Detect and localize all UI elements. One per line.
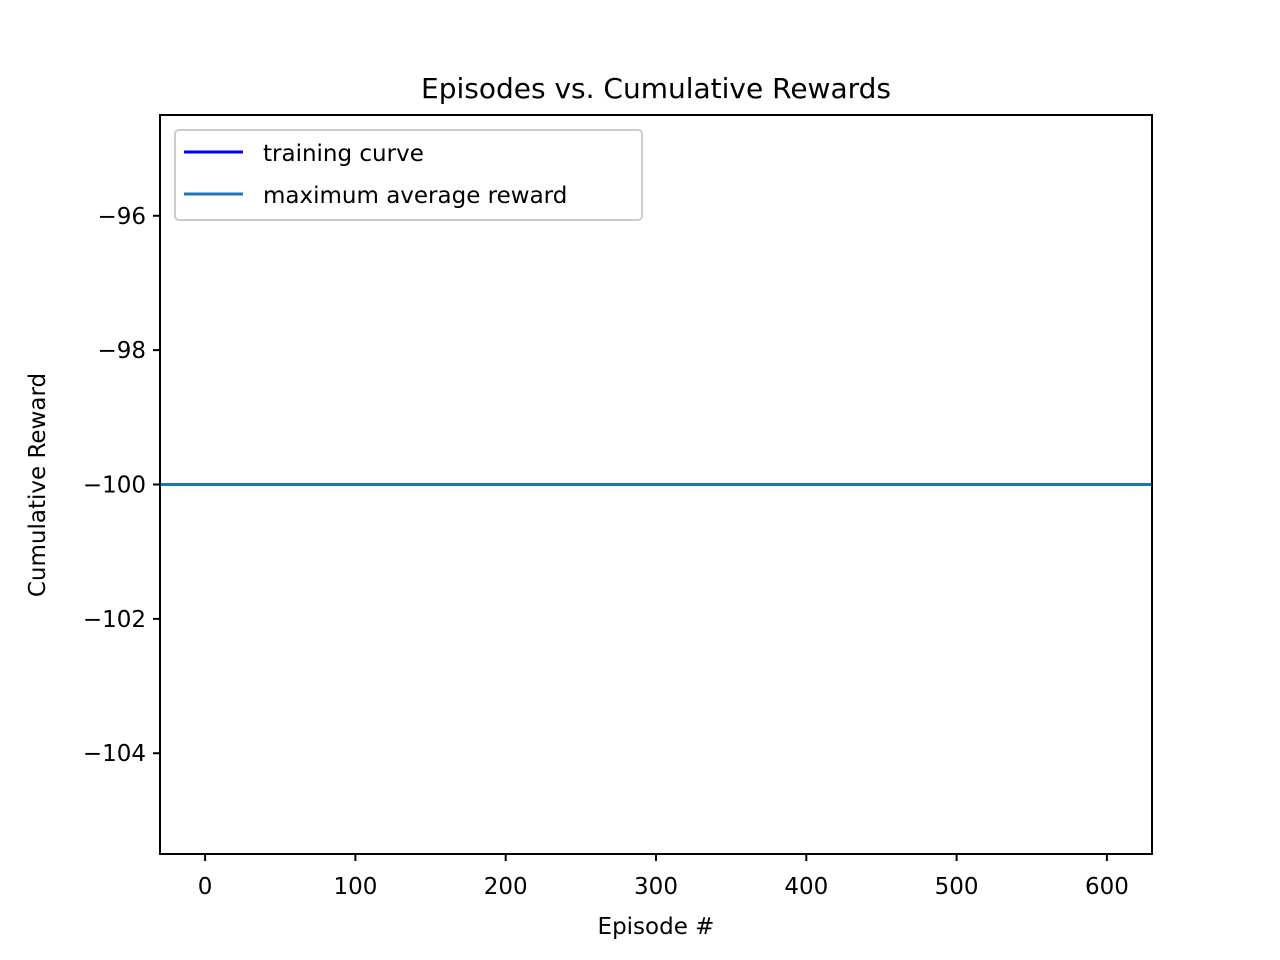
x-tick-label: 300	[634, 874, 678, 900]
x-tick-label: 200	[484, 874, 528, 900]
y-axis-label: Cumulative Reward	[25, 373, 51, 597]
x-tick-label: 600	[1085, 874, 1129, 900]
x-axis-label: Episode #	[598, 914, 715, 940]
y-tick-label: −96	[97, 204, 146, 230]
y-tick-label: −100	[83, 473, 146, 499]
y-tick-label: −104	[83, 741, 146, 767]
x-tick-label: 0	[198, 874, 213, 900]
legend-label-training-curve: training curve	[263, 141, 424, 167]
y-axis: −96 −98 −100 −102 −104	[83, 204, 160, 767]
x-axis: 0 100 200 300 400 500 600	[198, 854, 1129, 900]
x-tick-label: 400	[784, 874, 828, 900]
chart-title: Episodes vs. Cumulative Rewards	[421, 72, 891, 105]
legend: training curve maximum average reward	[174, 129, 643, 221]
legend-frame	[174, 129, 643, 221]
x-tick-label: 500	[935, 874, 979, 900]
legend-label-maximum-average-reward: maximum average reward	[263, 183, 567, 209]
y-tick-label: −98	[97, 338, 146, 364]
y-tick-label: −102	[83, 607, 146, 633]
x-tick-label: 100	[333, 874, 377, 900]
